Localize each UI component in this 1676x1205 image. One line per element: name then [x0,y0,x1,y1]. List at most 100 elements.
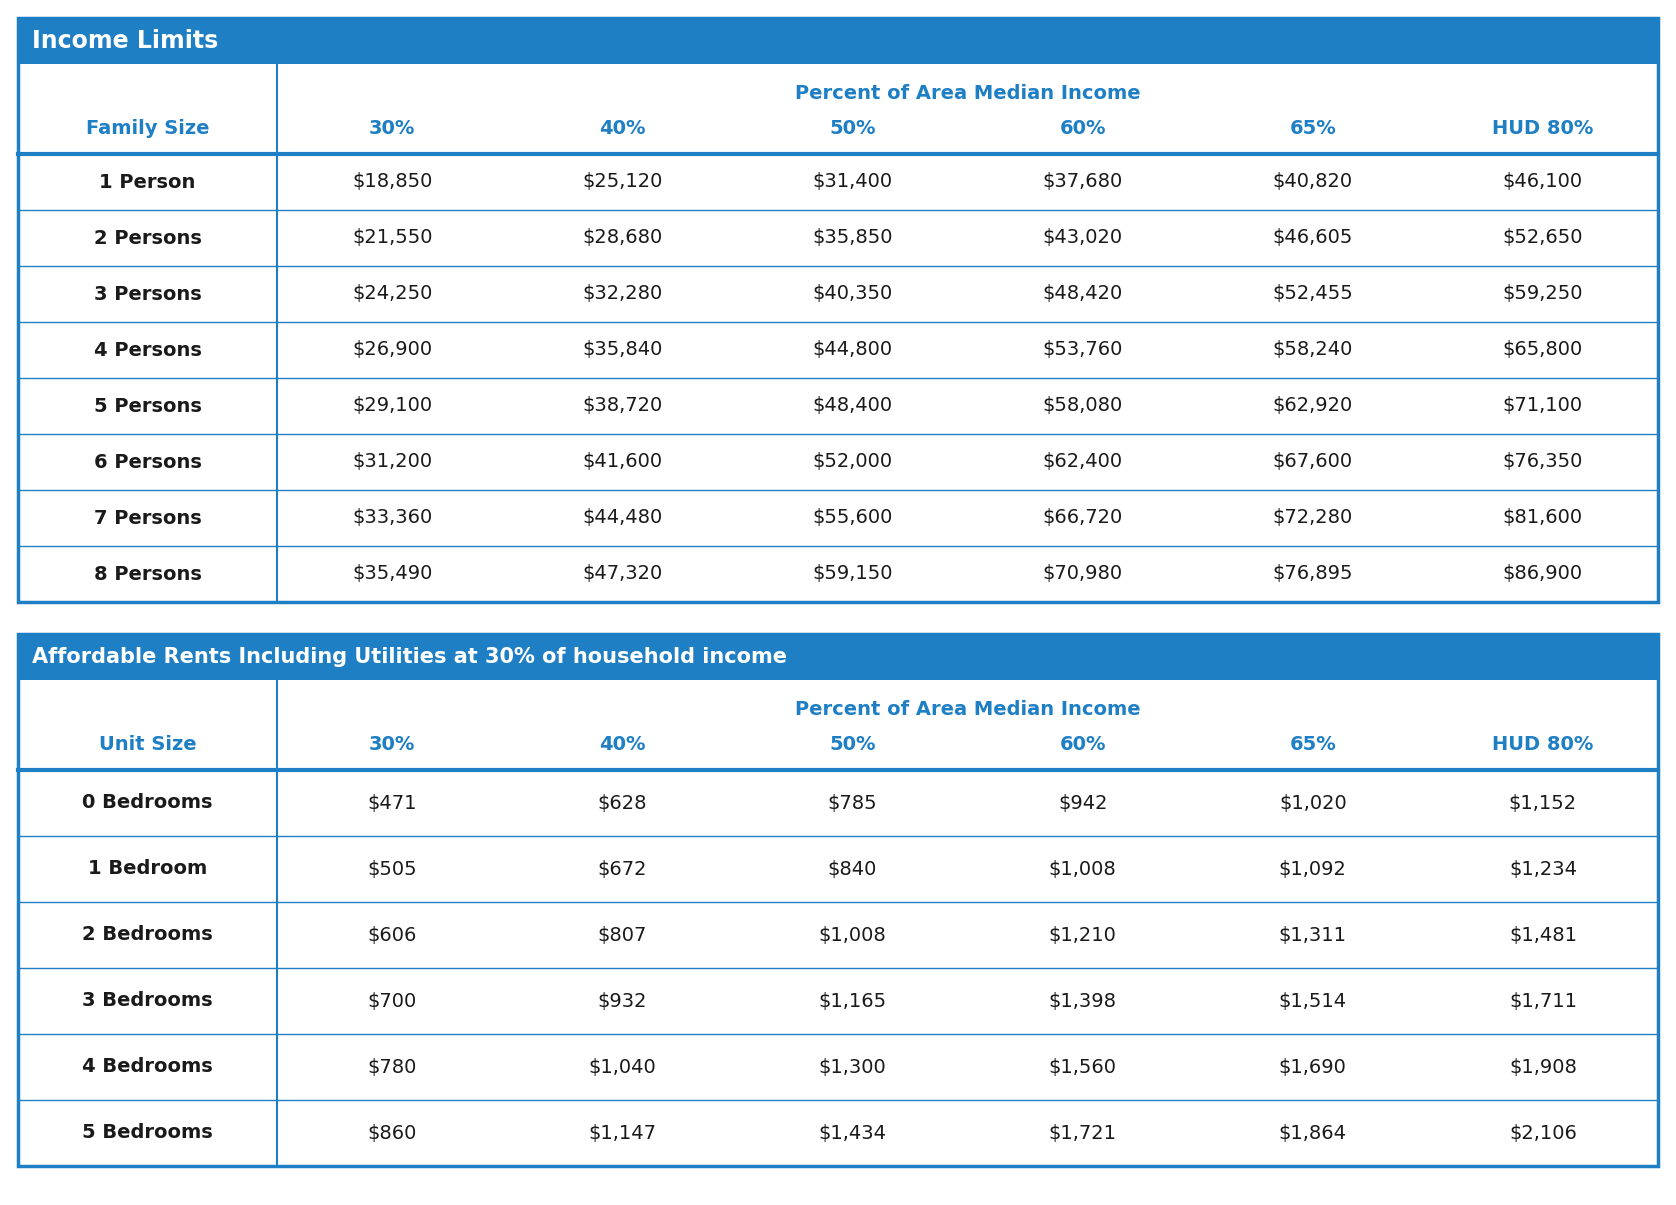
Text: $1,008: $1,008 [818,925,887,945]
Text: 65%: 65% [1289,119,1336,139]
Text: $1,040: $1,040 [588,1058,657,1076]
Text: $81,600: $81,600 [1503,509,1584,528]
Text: $807: $807 [598,925,647,945]
Text: 60%: 60% [1059,735,1106,754]
Text: Family Size: Family Size [85,119,210,139]
Text: $52,650: $52,650 [1503,229,1584,247]
Text: 0 Bedrooms: 0 Bedrooms [82,794,213,812]
Text: 2 Bedrooms: 2 Bedrooms [82,925,213,945]
Text: $76,895: $76,895 [1272,564,1353,583]
Text: $1,560: $1,560 [1049,1058,1116,1076]
Bar [18,378,1658,434]
Text: $1,020: $1,020 [1279,794,1346,812]
Text: $62,400: $62,400 [1042,453,1123,471]
Bar [18,634,1658,680]
Bar [18,770,1658,836]
Bar [18,434,1658,490]
Text: $26,900: $26,900 [352,341,432,359]
Text: $1,300: $1,300 [818,1058,887,1076]
Text: $40,350: $40,350 [813,284,893,304]
Text: $35,490: $35,490 [352,564,432,583]
Text: $72,280: $72,280 [1272,509,1353,528]
Text: 4 Persons: 4 Persons [94,341,201,359]
Text: $65,800: $65,800 [1503,341,1584,359]
Bar [18,634,1658,1166]
Text: Unit Size: Unit Size [99,735,196,754]
Text: $37,680: $37,680 [1042,172,1123,192]
Text: $33,360: $33,360 [352,509,432,528]
Bar [18,546,1658,602]
Text: $66,720: $66,720 [1042,509,1123,528]
Text: $932: $932 [598,992,647,1011]
Text: 50%: 50% [830,119,877,139]
Text: $31,400: $31,400 [813,172,893,192]
Text: $53,760: $53,760 [1042,341,1123,359]
Text: $71,100: $71,100 [1503,396,1584,416]
Text: $1,398: $1,398 [1049,992,1116,1011]
Bar [18,210,1658,266]
Text: $628: $628 [598,794,647,812]
Text: $70,980: $70,980 [1042,564,1123,583]
Text: $18,850: $18,850 [352,172,432,192]
Text: $67,600: $67,600 [1272,453,1353,471]
Text: 1 Person: 1 Person [99,172,196,192]
Text: $606: $606 [367,925,417,945]
Text: 40%: 40% [598,735,645,754]
Bar [18,18,1658,64]
Text: $21,550: $21,550 [352,229,432,247]
Text: 1 Bedroom: 1 Bedroom [87,859,208,878]
Text: Income Limits: Income Limits [32,29,218,53]
Text: 50%: 50% [830,735,877,754]
Text: $29,100: $29,100 [352,396,432,416]
Text: $25,120: $25,120 [582,172,662,192]
Text: $672: $672 [598,859,647,878]
Text: $1,711: $1,711 [1508,992,1577,1011]
Text: $1,311: $1,311 [1279,925,1348,945]
Text: $1,481: $1,481 [1508,925,1577,945]
Text: $1,210: $1,210 [1049,925,1116,945]
Text: $1,008: $1,008 [1049,859,1116,878]
Text: $48,420: $48,420 [1042,284,1123,304]
Text: 4 Bedrooms: 4 Bedrooms [82,1058,213,1076]
Text: 30%: 30% [369,735,416,754]
Bar [18,266,1658,322]
Bar [18,680,1658,770]
Bar [18,903,1658,968]
Text: $40,820: $40,820 [1272,172,1353,192]
Text: $52,000: $52,000 [813,453,893,471]
Text: $35,850: $35,850 [813,229,893,247]
Text: 8 Persons: 8 Persons [94,564,201,583]
Text: $942: $942 [1058,794,1108,812]
Bar [18,18,1658,602]
Text: HUD 80%: HUD 80% [1492,119,1594,139]
Text: $58,240: $58,240 [1272,341,1353,359]
Text: 2 Persons: 2 Persons [94,229,201,247]
Text: $1,721: $1,721 [1049,1123,1116,1142]
Text: $59,150: $59,150 [813,564,893,583]
Text: $44,480: $44,480 [582,509,662,528]
Text: 30%: 30% [369,119,416,139]
Text: $1,152: $1,152 [1508,794,1577,812]
Text: 65%: 65% [1289,735,1336,754]
Text: $700: $700 [367,992,417,1011]
Text: 60%: 60% [1059,119,1106,139]
Text: $48,400: $48,400 [813,396,893,416]
Text: Affordable Rents Including Utilities at 30% of household income: Affordable Rents Including Utilities at … [32,647,788,668]
Text: $1,434: $1,434 [818,1123,887,1142]
Text: $1,165: $1,165 [818,992,887,1011]
Text: $55,600: $55,600 [813,509,893,528]
Text: $780: $780 [367,1058,417,1076]
Text: HUD 80%: HUD 80% [1492,735,1594,754]
Text: $840: $840 [828,859,877,878]
Text: 5 Persons: 5 Persons [94,396,201,416]
Text: 40%: 40% [598,119,645,139]
Text: $785: $785 [828,794,877,812]
Text: $1,908: $1,908 [1508,1058,1577,1076]
Text: 5 Bedrooms: 5 Bedrooms [82,1123,213,1142]
Text: $24,250: $24,250 [352,284,432,304]
Text: $31,200: $31,200 [352,453,432,471]
Text: $46,100: $46,100 [1503,172,1584,192]
Text: $471: $471 [367,794,417,812]
Bar [18,1034,1658,1100]
Text: $1,234: $1,234 [1508,859,1577,878]
